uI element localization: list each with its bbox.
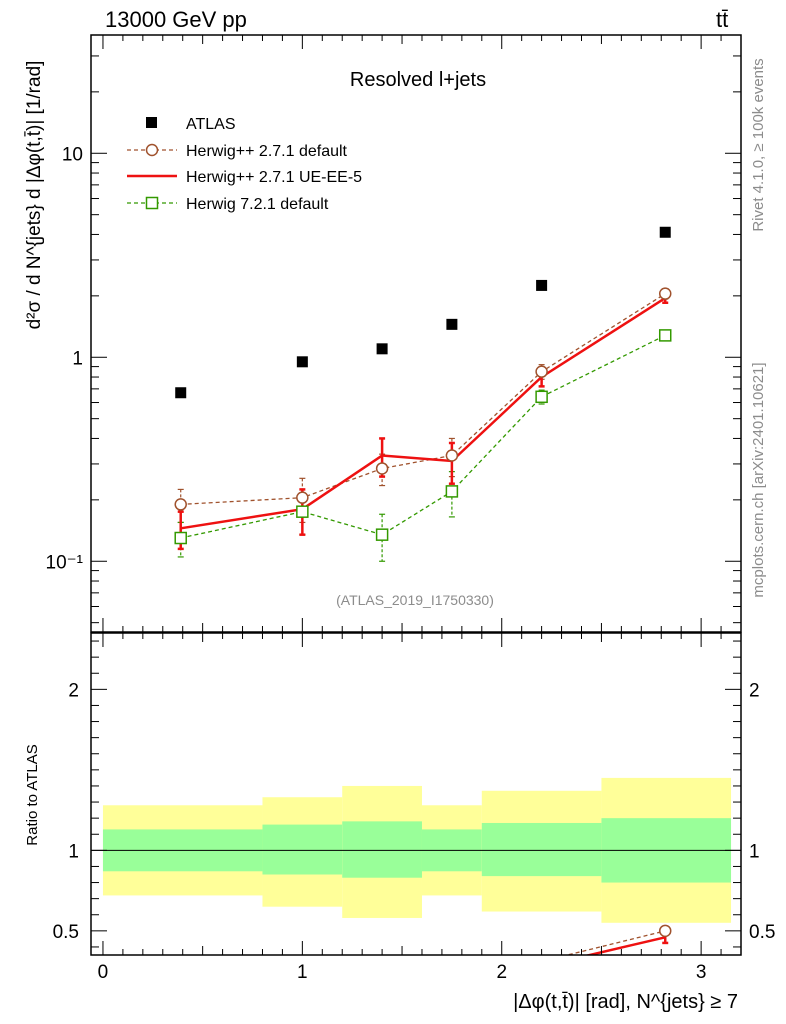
analysis-watermark: (ATLAS_2019_I1750330) [336,592,494,608]
herwig721-point [174,531,187,545]
legend-ueee5-label: Herwig++ 2.7.1 UE-EE-5 [186,169,362,186]
ratio-band-inner [342,821,422,878]
ratio-y-tick-label: 0.5 [53,922,79,943]
herwig721-point [535,390,548,404]
herwig721-point [375,528,389,541]
ratio-frame [90,632,742,956]
mcplots-label: mcplots.cern.ch [arXiv:2401.10621] [750,362,767,597]
ratio-uncertainty-bands [91,777,741,923]
main-axis-ticks: 10⁻¹ 1 10 [46,35,741,632]
ratio-y-tick-label: 2 [68,680,79,701]
herwig721-point [296,505,309,518]
main-frame [90,34,742,633]
herwig721-line [180,334,666,539]
ratio-y-tick-label: 1 [68,841,79,862]
legend-atlas-marker [146,117,157,128]
atlas-point [376,343,388,355]
ueee5-line [180,297,666,530]
atlas-point [536,279,548,291]
ratio-band-inner [262,824,343,875]
ratio-band-inner [481,822,602,877]
legend-herwig271-marker [145,143,159,157]
atlas-point [659,226,671,238]
ratio-y-axis-label: Ratio to ATLAS [24,744,41,845]
ratio-y-tick-label-right: 2 [749,680,760,701]
ratio-y-tick-label-right: 0.5 [749,922,775,943]
herwig271-point [658,287,672,300]
herwig721-point [445,485,459,498]
header-energy: 13000 GeV pp [105,7,247,32]
x-tick-label: 1 [297,962,308,983]
atlas-point [446,318,458,330]
x-tick-label: 3 [696,962,707,983]
herwig271-line [180,293,666,506]
herwig271-point [445,449,459,462]
ratio-herwig271-point [658,924,672,938]
ratio-ueee5-line [584,936,666,955]
atlas-point [296,356,308,368]
herwig271-point [535,365,548,378]
x-tick-label: 0 [98,962,109,983]
main-series-group [174,226,672,562]
main-y-tick-label: 10 [62,144,83,165]
ratio-axis-ticks: 0.5 0.5 1 1 2 2 0 1 2 3 [53,633,775,983]
x-tick-label: 2 [496,962,507,983]
x-axis-label: |Δφ(t,t̄)| [rad], N^{jets} ≥ 7 [513,991,738,1013]
ratio-series-group [564,924,672,955]
herwig271-point [375,462,389,475]
herwig271-point [174,498,187,511]
atlas-point [175,387,187,399]
header-process: tt̄ [716,7,728,32]
legend-herwig721-marker [145,196,159,210]
legend: ATLAS Herwig++ 2.7.1 default Herwig++ 2.… [127,116,362,213]
main-y-tick-label: 1 [72,348,83,369]
main-y-axis-label: d²σ / d N^{jets} d |Δφ(t,t̄)| [1/rad] [24,61,45,330]
legend-herwig721-label: Herwig 7.2.1 default [186,196,329,213]
chart-title: Resolved l+jets [350,69,486,91]
ratio-herwig271-line [564,930,666,955]
ratio-y-tick-label-right: 1 [749,841,760,862]
rivet-version-label: Rivet 4.1.0, ≥ 100k events [750,58,767,231]
herwig271-point [296,491,309,504]
legend-herwig271-label: Herwig++ 2.7.1 default [186,143,348,160]
legend-atlas-label: ATLAS [186,116,236,133]
main-y-tick-label: 10⁻¹ [46,552,84,573]
herwig721-point [658,329,672,342]
